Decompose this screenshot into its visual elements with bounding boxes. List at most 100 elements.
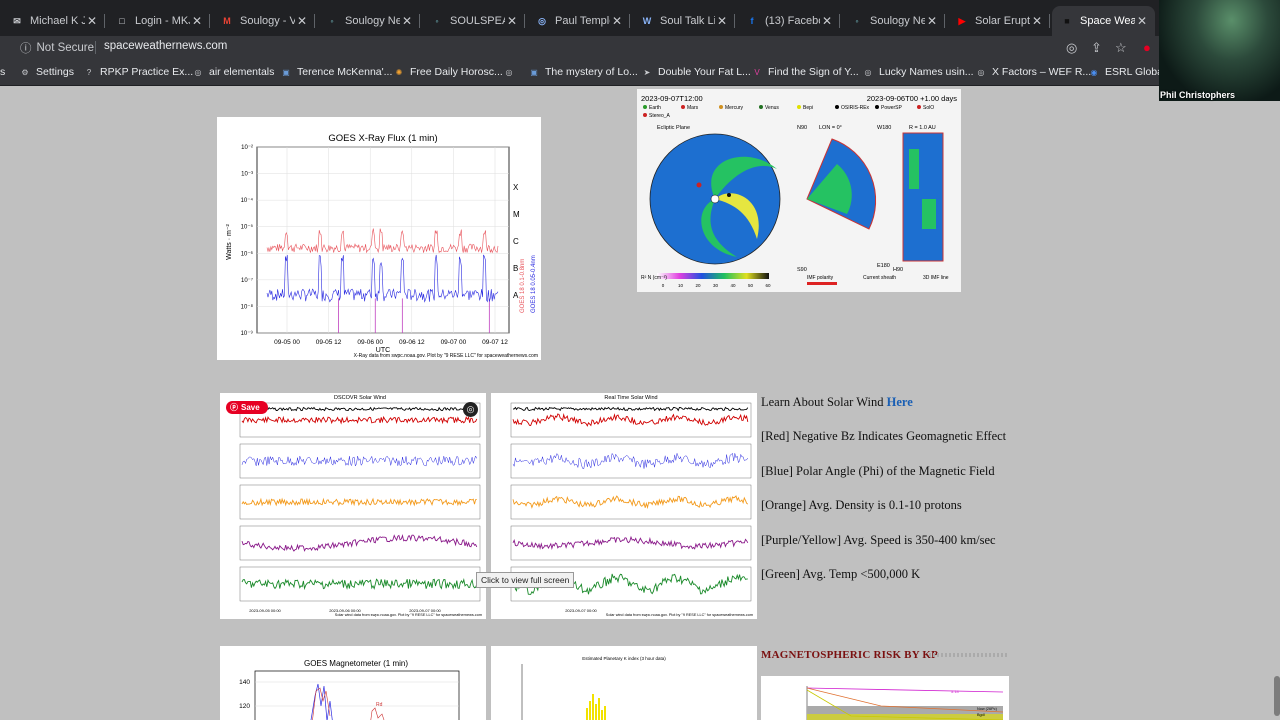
kp-index-chart[interactable]: Estimated Planetary K index (3 hour data…	[491, 646, 757, 720]
xray-ytick: 10⁻⁸	[241, 303, 254, 310]
question-icon: ?	[86, 67, 92, 77]
kp-bar	[601, 710, 603, 720]
bookmark-item[interactable]: ✺ Free Daily Horosc...	[393, 66, 503, 78]
bookmark-star-icon[interactable]: ☆	[1115, 40, 1127, 55]
bookmark-item[interactable]: ◎ Lucky Names usin...	[862, 66, 974, 78]
magnetospheric-risk-chart[interactable]: 5.14 Now (26Pc) Bgdl	[761, 676, 1009, 720]
tab-7[interactable]: W Soul Talk Live✕	[632, 6, 735, 36]
tab-10[interactable]: ▶ Solar Eruptic✕	[947, 6, 1050, 36]
webcam-overlay	[1159, 0, 1280, 101]
tab-separator	[314, 14, 315, 28]
bookmark-item[interactable]: ◉ ESRL Global	[1088, 66, 1166, 78]
bookmark-item[interactable]: ◎	[503, 66, 520, 78]
magnetometer-ytick-120: 120	[239, 703, 250, 710]
tab-title: Soulogy Netv	[870, 15, 925, 27]
close-tab-icon[interactable]: ✕	[1031, 14, 1043, 28]
wind-subplot	[510, 443, 752, 479]
close-tab-icon[interactable]: ✕	[296, 14, 308, 28]
share-icon[interactable]: ⇪	[1091, 40, 1102, 55]
bookmark-item[interactable]: s	[0, 66, 5, 78]
close-tab-icon[interactable]: ✕	[611, 14, 623, 28]
kp-bar	[592, 694, 594, 720]
enlil-sheath-label: Current sheath	[863, 275, 896, 281]
globe-icon: ◎	[194, 67, 202, 77]
enlil-scale-tick: 40	[730, 283, 736, 288]
bookmark-item[interactable]: ? RPKP Practice Ex...	[83, 66, 193, 78]
enlil-legend-marker	[643, 105, 647, 109]
dscovr-solar-wind-chart[interactable]: DSCOVR Solar Wind 2023-09-05 00:00 2023-0…	[220, 393, 486, 619]
url-input[interactable]: spaceweathernews.com	[104, 40, 228, 52]
risk-line-orange	[806, 687, 1004, 713]
enlil-model-image[interactable]: 2023-09-07T12:00 2023-09-06T00 +1.00 day…	[637, 89, 961, 292]
bookmark-item[interactable]: ▣ Terence McKenna'...	[280, 66, 392, 78]
close-tab-icon[interactable]: ✕	[401, 14, 413, 28]
xray-grid	[257, 146, 509, 334]
goes-magnetometer-chart[interactable]: GOES Magnetometer (1 min) 140 120 Rd	[220, 646, 486, 720]
bookmark-item[interactable]: ◎ air elementals	[192, 66, 275, 78]
close-tab-icon[interactable]: ✕	[1136, 14, 1148, 28]
tab-9[interactable]: ◦ Soulogy Netv✕	[842, 6, 945, 36]
globe-icon: ◎	[538, 15, 546, 26]
wind-subplot	[510, 525, 752, 561]
image-icon: ▣	[282, 67, 290, 77]
xray-flux-chart[interactable]: GOES X-Ray Flux (1 min) 10⁻² 10⁻³ 10⁻⁴ 10⁻⁵…	[217, 117, 541, 360]
lens-search-icon[interactable]: ◎	[463, 402, 478, 417]
tab-2[interactable]: □ Login - MKJ ✕	[107, 6, 210, 36]
wind-series	[241, 577, 478, 591]
tab-3[interactable]: M Soulogy - Ve✕	[212, 6, 315, 36]
enlil-map-stream	[909, 149, 919, 189]
tab-4[interactable]: ◦ Soulogy Netv✕	[317, 6, 420, 36]
enlil-legend-item: Mercury	[725, 105, 744, 111]
enlil-legend-item: Stereo_A	[649, 113, 671, 119]
enlil-wind-stream	[711, 156, 777, 199]
eye-off-icon[interactable]: ◎	[1066, 40, 1078, 55]
close-tab-icon[interactable]: ✕	[191, 14, 203, 28]
learn-prefix: Learn About Solar Wind	[761, 395, 887, 409]
xray-xlabel: UTC	[376, 347, 390, 354]
wind-series	[512, 495, 749, 510]
soulogy-icon: ◦	[855, 16, 859, 26]
globe-icon: ◎	[977, 67, 985, 77]
xray-ytick: 10⁻⁷	[241, 277, 253, 284]
enlil-scale-tick: 30	[713, 283, 719, 288]
soulogy-icon: ◦	[330, 16, 334, 26]
wind-series	[241, 455, 478, 467]
risk-line-yellow	[806, 689, 1004, 720]
tab-5[interactable]: ◦ SOULSPEAK✕	[422, 6, 525, 36]
bookmark-label: Lucky Names usin...	[879, 66, 974, 78]
wind-legend-line: [Orange] Avg. Density is 0.1-10 protons	[761, 498, 962, 512]
bookmark-item[interactable]: V Find the Sign of Y...	[751, 66, 858, 78]
bookmark-item[interactable]: ▣ The mystery of Lo...	[528, 66, 638, 78]
bookmark-label: X Factors – WEF R...	[992, 66, 1092, 78]
enlil-legend-marker	[875, 105, 879, 109]
enlil-legend-item: PowerSP	[881, 105, 903, 111]
tab-1[interactable]: ✉ Michael K Ja✕	[2, 6, 105, 36]
enlil-imf-label: IMF polarity	[807, 275, 834, 281]
bookmark-item[interactable]: ➤ Double Your Fat L...	[641, 66, 751, 78]
bookmark-item[interactable]: ◎ X Factors – WEF R...	[975, 66, 1092, 78]
close-tab-icon[interactable]: ✕	[86, 14, 98, 28]
kp-svg: Estimated Planetary K index (3 hour data…	[521, 656, 666, 720]
enlil-legend-marker	[797, 105, 801, 109]
pinterest-icon[interactable]: ●	[1143, 40, 1151, 55]
learn-here-link[interactable]: Here	[886, 395, 913, 409]
spaceweather-icon: ■	[1064, 16, 1070, 26]
tab-8[interactable]: f (13) Faceboo✕	[737, 6, 840, 36]
bookmark-item[interactable]: ⚙ Settings	[19, 66, 74, 78]
close-tab-icon[interactable]: ✕	[926, 14, 938, 28]
close-tab-icon[interactable]: ✕	[821, 14, 833, 28]
tab-title: SOULSPEAK	[450, 15, 505, 27]
close-tab-icon[interactable]: ✕	[716, 14, 728, 28]
enlil-legend-marker	[719, 105, 723, 109]
gmail-icon: M	[223, 16, 231, 26]
security-indicator[interactable]: ⓘ Not Secure	[20, 40, 94, 56]
wind-xtick: 2023-09-07 00:00	[565, 608, 597, 613]
page-scrollbar[interactable]	[1274, 676, 1280, 716]
tab-separator	[1049, 14, 1050, 28]
tab-6[interactable]: ◎ Paul Temple:✕	[527, 6, 630, 36]
enlil-wind-stream-3	[715, 193, 759, 239]
tab-11[interactable]: ■ Space Weath✕	[1052, 6, 1155, 36]
close-tab-icon[interactable]: ✕	[506, 14, 518, 28]
pinterest-save-button[interactable]: ⓟ Save	[226, 401, 268, 414]
